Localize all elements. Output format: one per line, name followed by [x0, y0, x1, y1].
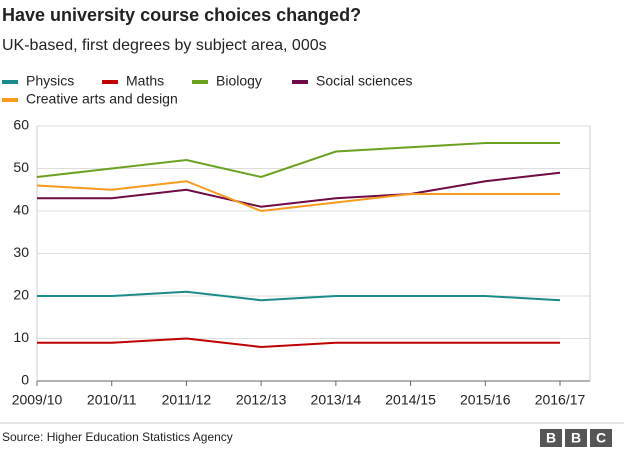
legend-label: Maths: [126, 73, 164, 89]
x-tick-label: 2009/10: [12, 392, 63, 408]
series-line: [36, 142, 560, 179]
x-tick-label: 2012/13: [236, 392, 287, 408]
y-tick-label: 30: [13, 244, 29, 260]
logo-box: [565, 429, 587, 447]
legend-label: Biology: [216, 73, 262, 89]
x-tick-label: 2010/11: [87, 392, 137, 408]
legend-swatch: [102, 80, 118, 84]
logo-box: [590, 429, 612, 447]
legend-swatch: [2, 80, 18, 84]
y-tick-label: 0: [21, 372, 29, 388]
logo-box: [540, 429, 562, 447]
legend-swatch: [192, 80, 208, 84]
x-tick-label: 2015/16: [460, 392, 511, 408]
logo-letter: B: [571, 430, 581, 446]
source: Source: Higher Education Statistics Agen…: [2, 430, 233, 444]
y-tick-label: 50: [13, 159, 29, 175]
legend-label: Social sciences: [316, 73, 413, 89]
y-tick-label: 60: [13, 117, 29, 133]
series-line: [37, 290, 561, 302]
y-tick-label: 10: [13, 329, 29, 345]
legend-swatch: [2, 98, 18, 102]
x-tick-label: 2011/12: [162, 392, 212, 408]
legend-label: Creative arts and design: [26, 91, 178, 107]
chart-subtitle: UK-based, first degrees by subject area,…: [2, 37, 327, 54]
x-tick-label: 2016/17: [535, 392, 586, 408]
y-tick-label: 40: [13, 202, 29, 218]
y-tick-label: 20: [13, 287, 29, 303]
logo-letter: B: [546, 430, 556, 446]
x-tick-label: 2013/14: [311, 392, 362, 408]
x-tick-label: 2014/15: [385, 392, 436, 408]
chart-title: Have university course choices changed?: [2, 5, 361, 25]
legend-swatch: [292, 80, 308, 84]
logo-letter: C: [596, 430, 606, 446]
legend-label: Physics: [26, 73, 74, 89]
series-line: [36, 180, 560, 213]
series-line: [37, 171, 561, 208]
series-line: [37, 337, 560, 349]
